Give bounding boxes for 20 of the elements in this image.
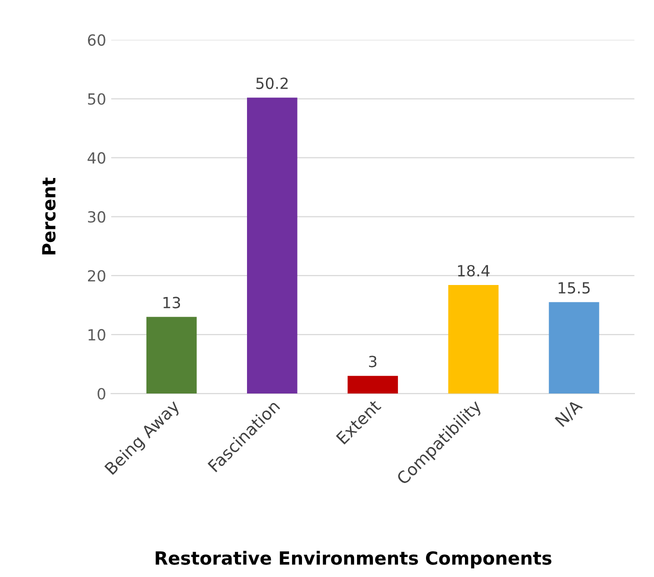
y-tick-label: 40	[88, 152, 106, 164]
y-tick-label: 0	[98, 388, 106, 400]
data-label: 50.2	[256, 78, 288, 90]
y-tick-label: 60	[88, 34, 106, 46]
bar	[146, 316, 197, 394]
y-tick-label: 50	[88, 93, 106, 105]
x-axis-title: Restorative Environments Components	[156, 550, 552, 568]
x-tick-label: N/A	[554, 398, 584, 428]
data-label: 13	[164, 296, 180, 308]
bar	[348, 376, 398, 394]
y-tick-label: 30	[88, 211, 106, 223]
bar	[548, 302, 600, 394]
y-tick-label: 20	[88, 270, 106, 282]
y-tick-label: 10	[88, 329, 106, 341]
y-axis-title: Percent	[42, 178, 56, 254]
data-label: 3	[369, 356, 376, 368]
bar	[247, 98, 298, 394]
data-label: 15.5	[558, 282, 590, 294]
bar	[448, 285, 499, 394]
data-label: 18.4	[458, 264, 490, 277]
